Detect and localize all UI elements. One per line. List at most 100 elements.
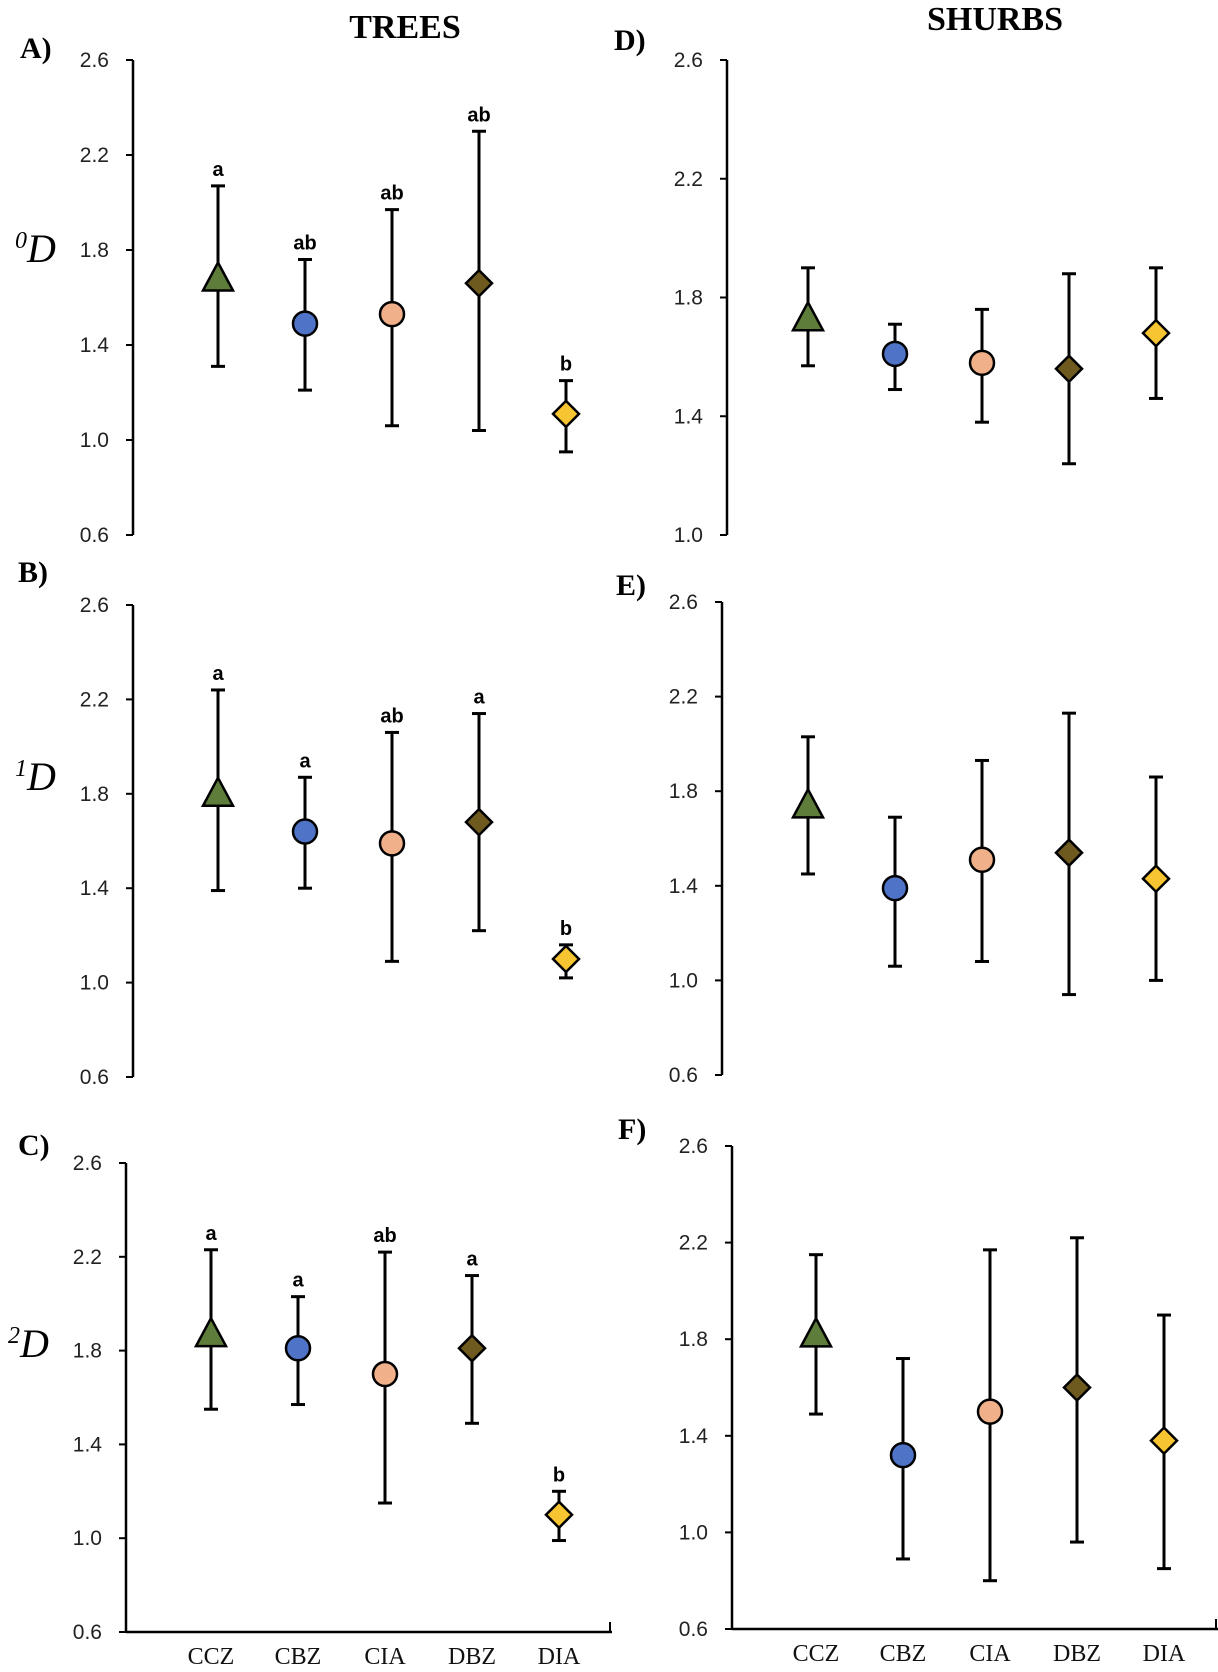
- category-label-ccz: CCZ: [188, 1644, 235, 1670]
- y-tick-label: 1.0: [679, 1521, 708, 1544]
- point-cia: [378, 830, 406, 857]
- category-label-dbz: DBZ: [448, 1644, 496, 1670]
- y-tick-label: 0.6: [80, 524, 109, 547]
- point-dia: [551, 399, 581, 429]
- point-cia: [371, 1360, 399, 1388]
- point-cbz: [889, 1441, 917, 1469]
- y-tick-label: 0.6: [80, 1066, 109, 1089]
- point-ccz: [200, 259, 236, 292]
- significance-label-dbz: a: [473, 687, 485, 709]
- category-label-cia: CIA: [969, 1641, 1011, 1667]
- significance-label-dbz: ab: [467, 104, 490, 126]
- significance-label-ccz: a: [212, 159, 224, 181]
- y-tick-label: 1.8: [674, 287, 703, 310]
- point-dbz: [1062, 1372, 1092, 1403]
- panel-d: D) 1.0 1.4 1.8 2.2 2.6: [614, 24, 1171, 547]
- point-dbz: [1054, 837, 1084, 868]
- significance-label-cia: ab: [380, 705, 403, 727]
- point-dia: [1141, 318, 1171, 348]
- category-label-cbz: CBZ: [275, 1644, 322, 1670]
- point-dbz: [464, 268, 494, 299]
- point-ccz: [790, 786, 826, 819]
- trees-column-title: TREES: [349, 9, 461, 46]
- point-dbz: [457, 1333, 487, 1364]
- significance-label-dia: b: [553, 1464, 565, 1486]
- y-axis-label: 1D: [15, 754, 56, 799]
- y-axis-label: 2D: [8, 1321, 49, 1366]
- point-cia: [378, 300, 406, 328]
- point-ccz: [193, 1315, 229, 1348]
- category-label-dia: DIA: [538, 1644, 581, 1670]
- panel-label: F): [618, 1113, 646, 1146]
- category-label-dbz: DBZ: [1053, 1641, 1101, 1667]
- significance-label-dbz: a: [466, 1249, 478, 1271]
- y-tick-label: 1.4: [80, 877, 110, 900]
- significance-label-dia: b: [560, 354, 572, 376]
- category-label-cbz: CBZ: [880, 1641, 927, 1667]
- y-tick-label: 2.6: [679, 1135, 708, 1158]
- y-tick-label: 1.0: [674, 524, 703, 547]
- y-tick-label: 2.6: [80, 594, 109, 617]
- y-tick-label: 2.6: [674, 49, 703, 72]
- point-cbz: [881, 874, 909, 902]
- y-tick-label: 2.2: [80, 688, 109, 711]
- point-dbz: [464, 807, 494, 837]
- panel-f: F) 0.6 1.0 1.4 1.8 2.2 2.6 CCZ CBZ CIA DBZ DIA: [618, 1113, 1218, 1667]
- point-cia: [968, 846, 996, 874]
- y-tick-label: 1.4: [80, 334, 110, 357]
- significance-label-ccz: a: [205, 1223, 217, 1245]
- y-tick-label: 1.8: [669, 780, 698, 803]
- y-tick-label: 2.2: [73, 1246, 102, 1269]
- y-tick-label: 1.8: [80, 783, 109, 806]
- panel-c: C) 0.6 1.0 1.4 1.8 2.2 2.6 2D a CCZ a CBZ ab CIA a DBZ b…: [8, 1129, 612, 1670]
- significance-label-cia: ab: [373, 1225, 396, 1247]
- y-tick-label: 1.8: [80, 239, 109, 262]
- panel-label: C): [18, 1129, 50, 1162]
- y-tick-label: 0.6: [669, 1064, 698, 1087]
- point-cbz: [291, 818, 319, 845]
- y-tick-label: 1.4: [679, 1425, 709, 1448]
- y-tick-label: 2.6: [73, 1152, 102, 1175]
- panel-e: E) 0.6 1.0 1.4 1.8 2.2 2.6: [616, 569, 1171, 1087]
- y-tick-label: 0.6: [679, 1618, 708, 1641]
- y-tick-label: 1.4: [669, 875, 699, 898]
- significance-label-ccz: a: [212, 663, 224, 685]
- panels-group: A)0.61.01.41.82.22.60DaabababbB)0.61.01.…: [8, 24, 1218, 1670]
- category-label-dia: DIA: [1143, 1641, 1186, 1667]
- point-dia: [1141, 863, 1171, 894]
- point-cia: [976, 1398, 1004, 1425]
- point-cbz: [291, 310, 319, 337]
- point-ccz: [200, 775, 236, 808]
- y-tick-label: 2.6: [669, 591, 698, 614]
- y-tick-label: 1.8: [73, 1340, 102, 1363]
- y-tick-label: 2.2: [674, 168, 703, 191]
- panel-label: B): [18, 556, 48, 589]
- significance-label-cbz: a: [292, 1270, 304, 1292]
- point-dia: [544, 1499, 574, 1530]
- point-cbz: [881, 340, 909, 368]
- point-dbz: [1054, 353, 1084, 384]
- point-dia: [1149, 1425, 1179, 1456]
- panel-label: A): [20, 32, 52, 65]
- panel-label: E): [616, 569, 646, 602]
- significance-label-cbz: ab: [293, 233, 316, 255]
- point-ccz: [790, 299, 826, 332]
- y-tick-label: 1.0: [80, 972, 109, 995]
- panel-a: A) 0.6 1.0 1.4 1.8 2.2 2.6 0D a ab ab ab b: [15, 32, 581, 547]
- y-tick-label: 1.0: [669, 969, 698, 992]
- category-label-ccz: CCZ: [793, 1641, 840, 1667]
- significance-label-dia: b: [560, 918, 572, 940]
- y-tick-label: 1.4: [674, 405, 704, 428]
- y-tick-label: 1.8: [679, 1328, 708, 1351]
- y-tick-label: 2.2: [80, 144, 109, 167]
- y-tick-label: 1.0: [73, 1527, 102, 1550]
- significance-label-cbz: a: [299, 750, 311, 772]
- y-tick-label: 2.6: [80, 49, 109, 72]
- shrubs-column-title: SHURBS: [927, 1, 1063, 38]
- point-dia: [551, 944, 581, 974]
- point-ccz: [798, 1315, 834, 1348]
- y-tick-label: 1.0: [80, 429, 109, 452]
- significance-label-cia: ab: [380, 183, 403, 205]
